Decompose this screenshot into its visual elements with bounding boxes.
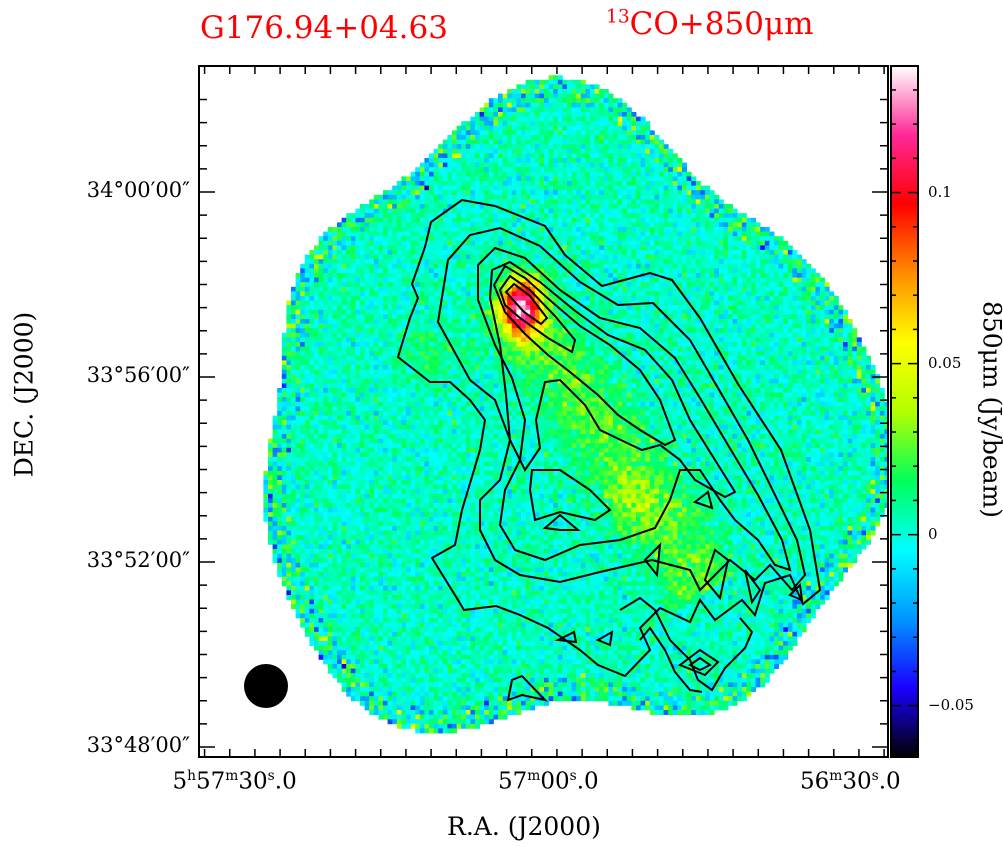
y-axis-label: DEC. (J2000) (9, 311, 39, 478)
x-tick-label: 5h57m30s.0 (172, 768, 297, 795)
emission-map (263, 75, 888, 734)
contour-spur-14 (639, 626, 703, 693)
x-axis-label: R.A. (J2000) (447, 812, 601, 841)
contour-spur-1 (542, 513, 581, 531)
contour-spur-5 (703, 548, 730, 601)
map-frame (198, 65, 889, 758)
axis-ticks (199, 66, 888, 757)
contour-level-7 (504, 282, 549, 326)
chart-title-tracer: 13CO+850μm (606, 6, 814, 42)
contour-spur-11 (677, 648, 720, 677)
y-tick-label: 34°00′00″ (86, 178, 190, 202)
contour-spur-13 (619, 596, 754, 692)
colorbar-ticks (891, 89, 918, 741)
title-tracer-main: CO+850μm (629, 6, 814, 42)
contour-level-1 (396, 198, 822, 678)
chart-title-source: G176.94+04.63 (200, 10, 448, 46)
colorbar-tick-label: 0.1 (928, 182, 952, 201)
contour-spur-4 (643, 542, 662, 578)
contour-spur-9 (595, 630, 614, 647)
colorbar-tick-label: −0.05 (928, 695, 974, 714)
colorbar-tick-label: 0 (928, 524, 938, 543)
contour-spur-3 (692, 490, 714, 510)
y-tick-label: 33°48′00″ (86, 733, 190, 757)
contour-spur-2 (528, 469, 612, 522)
colorbar (890, 65, 919, 758)
y-tick-label: 33°52′00″ (86, 548, 190, 572)
colorbar-label: 850μm (Jy/beam) (977, 300, 1003, 519)
contour-level-6 (498, 274, 577, 354)
contour-level-4 (488, 260, 737, 499)
contour-level-2 (436, 226, 807, 592)
y-tick-label: 33°56′00″ (86, 363, 190, 387)
contour-level-3 (477, 246, 792, 572)
x-tick-label: 57m00s.0 (498, 768, 599, 795)
x-tick-label: 56m30s.0 (800, 768, 901, 795)
contour-spur-12 (688, 656, 712, 672)
title-isotope-superscript: 13 (606, 6, 630, 28)
contour-group (396, 198, 822, 702)
contour-spur-6 (744, 569, 762, 605)
beam-ellipse (244, 664, 288, 708)
colorbar-tick-label: 0.05 (928, 353, 962, 372)
contour-spur-8 (554, 630, 578, 644)
contour-level-5 (492, 264, 677, 447)
contour-spur-10 (506, 674, 548, 702)
contour-spur-7 (788, 582, 804, 602)
